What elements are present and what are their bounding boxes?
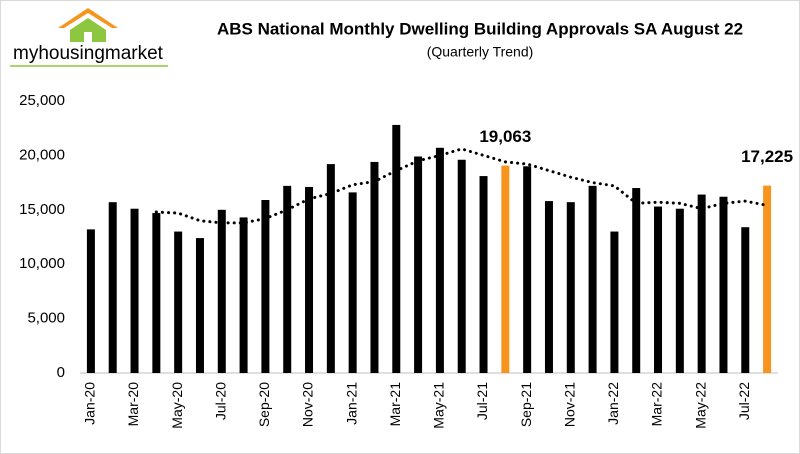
data-label: 17,225 [741, 147, 793, 166]
y-tick-label: 15,000 [19, 201, 65, 218]
chart-subtitle: (Quarterly Trend) [427, 44, 534, 60]
bar [501, 165, 510, 373]
trend-line [154, 147, 769, 225]
x-tick-label: Mar-20 [125, 382, 141, 427]
x-tick-label: Jan-22 [605, 382, 621, 425]
bar [370, 161, 379, 373]
x-tick-label: May-21 [431, 382, 447, 429]
x-tick-label: Mar-21 [387, 382, 403, 427]
bar [108, 202, 117, 373]
bar [305, 186, 314, 373]
y-tick-label: 25,000 [19, 92, 65, 109]
bar [239, 217, 248, 373]
y-tick-label: 20,000 [19, 146, 65, 163]
bar [435, 147, 444, 373]
x-tick-label: Jul-20 [212, 382, 228, 420]
bar [392, 124, 401, 373]
bar [174, 231, 183, 373]
bar [326, 164, 335, 373]
bar [457, 159, 466, 373]
y-tick-label: 10,000 [19, 255, 65, 272]
bar [523, 166, 532, 373]
bar [152, 213, 161, 373]
data-label: 19,063 [479, 127, 531, 146]
bar [217, 209, 226, 373]
x-tick-label: May-20 [169, 382, 185, 429]
x-tick-label: Jul-21 [474, 382, 490, 420]
y-tick-label: 5,000 [27, 310, 65, 327]
bar [348, 192, 357, 373]
bar [479, 176, 488, 373]
bar [283, 185, 292, 373]
bar [719, 196, 728, 373]
chart-title: ABS National Monthly Dwelling Building A… [217, 19, 743, 38]
x-tick-label: Nov-20 [300, 382, 316, 427]
y-tick-label: 0 [57, 364, 65, 381]
bar [130, 208, 139, 373]
bar [763, 185, 772, 373]
x-tick-label: Sep-20 [256, 382, 272, 427]
logo-icon [58, 8, 118, 42]
bar [741, 227, 750, 373]
bar [544, 201, 553, 373]
x-tick-label: Mar-22 [649, 382, 665, 427]
bar [195, 238, 204, 373]
bar [697, 194, 706, 373]
bar [588, 185, 597, 373]
x-tick-label: Jul-22 [736, 382, 752, 420]
bar [675, 208, 684, 373]
bar [632, 188, 641, 373]
x-tick-label: May-22 [692, 382, 708, 429]
x-tick-label: Sep-21 [518, 382, 534, 427]
bar [86, 229, 95, 373]
bar [261, 200, 270, 373]
x-tick-label: Jan-21 [343, 382, 359, 425]
x-tick-label: Nov-21 [561, 382, 577, 427]
bar [610, 231, 619, 373]
bar [654, 206, 663, 373]
x-tick-label: Jan-20 [82, 382, 98, 425]
bar [414, 156, 423, 373]
bar [566, 202, 575, 373]
logo-text: myhousingmarket [13, 43, 164, 64]
